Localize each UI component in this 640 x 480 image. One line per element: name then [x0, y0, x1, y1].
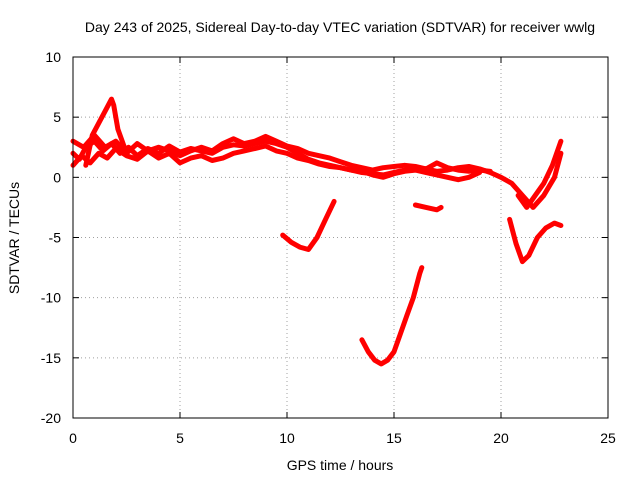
series-arc-main-b: [70, 143, 483, 183]
x-tick-label: 15: [386, 430, 402, 446]
x-tick-label: 5: [176, 430, 184, 446]
y-tick-label: 10: [45, 49, 61, 65]
y-tick-label: -10: [41, 290, 61, 306]
y-tick-label: 5: [53, 109, 61, 125]
x-tick-label: 10: [279, 430, 295, 446]
series-arc-14-16: [359, 265, 425, 367]
series-arc-10-12: [280, 198, 337, 252]
x-tick-label: 20: [493, 430, 509, 446]
chart-title: Day 243 of 2025, Sidereal Day-to-day VTE…: [85, 19, 595, 35]
y-tick-label: -20: [41, 410, 61, 426]
series-arc-16-17: [412, 202, 444, 213]
x-axis-label: GPS time / hours: [287, 457, 394, 473]
y-tick-label: -5: [49, 230, 62, 246]
plot-frame: [72, 56, 609, 419]
x-tick-label: 25: [600, 430, 616, 446]
y-tick-label: 0: [53, 169, 61, 185]
y-axis-label: SDTVAR / TECUs: [6, 182, 22, 294]
grid: [73, 57, 608, 418]
axis-ticks: 0 5 10 15 20 25 -20 -15 -10 -5 0 5 10: [41, 49, 616, 446]
y-tick-label: -15: [41, 350, 61, 366]
series-arc-main-c: [70, 132, 493, 174]
x-tick-label: 0: [69, 430, 77, 446]
plot-area: [70, 96, 564, 367]
series-spike-early: [83, 96, 129, 168]
series-arc-20-23: [507, 216, 564, 265]
series-arc-late-up: [515, 138, 564, 210]
